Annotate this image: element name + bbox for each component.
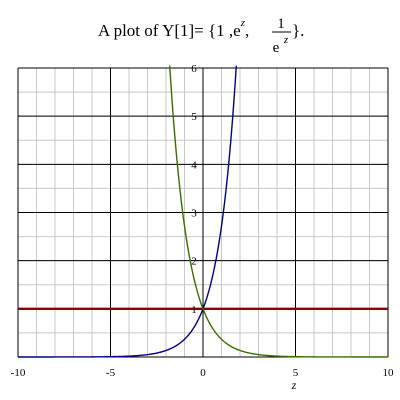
svg-text:A plot of Y[1]= {1 ,ez,: A plot of Y[1]= {1 ,ez, bbox=[98, 17, 249, 40]
title-suffix: }. bbox=[292, 21, 304, 40]
x-tick-label: 10 bbox=[383, 367, 395, 379]
y-tick-label: 5 bbox=[191, 111, 197, 123]
title-fraction-exponent: z bbox=[283, 34, 289, 46]
x-tick-label: 5 bbox=[293, 367, 299, 379]
y-tick-label: 4 bbox=[191, 159, 197, 171]
x-tick-label: -5 bbox=[106, 367, 116, 379]
y-tick-label: 3 bbox=[191, 208, 197, 220]
title-fraction-numerator: 1 bbox=[277, 16, 285, 32]
x-tick-label: -10 bbox=[11, 367, 26, 379]
x-axis-label: z bbox=[291, 378, 297, 392]
title-comma: , bbox=[245, 21, 249, 40]
series-layer bbox=[18, 65, 388, 358]
title-fraction-denominator: e bbox=[273, 40, 280, 56]
series-line-1 bbox=[18, 65, 237, 358]
series-line-2 bbox=[169, 65, 388, 358]
y-tick-label: 6 bbox=[191, 63, 197, 75]
x-tick-label: 0 bbox=[200, 367, 206, 379]
title-prefix: A plot of Y[1]= {1 ,e bbox=[98, 21, 241, 40]
y-tick-label: 2 bbox=[191, 256, 197, 268]
title-exponent: z bbox=[240, 17, 246, 29]
chart-title: A plot of Y[1]= {1 ,ez, 1 e z }. bbox=[98, 16, 304, 56]
tick-labels: -10 -5 0 5 10 1 2 3 4 5 6 bbox=[11, 63, 394, 379]
y-tick-label: 1 bbox=[191, 304, 197, 316]
